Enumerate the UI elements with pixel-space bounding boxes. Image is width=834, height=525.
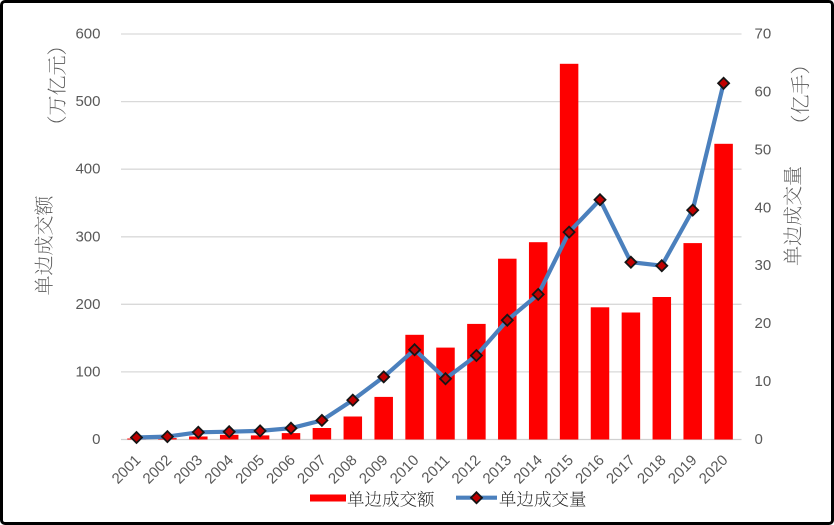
svg-text:20: 20	[755, 315, 772, 332]
svg-text:2015: 2015	[541, 452, 577, 488]
svg-text:40: 40	[755, 199, 772, 216]
svg-text:2001: 2001	[109, 452, 145, 488]
svg-text:2020: 2020	[696, 452, 732, 488]
svg-text:100: 100	[75, 363, 100, 380]
svg-text:200: 200	[75, 296, 100, 313]
svg-text:2012: 2012	[449, 452, 485, 488]
svg-text:500: 500	[75, 93, 100, 110]
svg-text:0: 0	[755, 431, 763, 448]
svg-text:2003: 2003	[171, 452, 207, 488]
svg-text:2013: 2013	[480, 452, 516, 488]
svg-text:2014: 2014	[510, 452, 546, 488]
svg-text:70: 70	[755, 26, 772, 43]
svg-text:600: 600	[75, 26, 100, 43]
svg-text:2011: 2011	[418, 452, 453, 487]
svg-text:2004: 2004	[201, 452, 237, 488]
svg-text:60: 60	[755, 83, 772, 100]
svg-text:2018: 2018	[634, 452, 670, 488]
svg-text:2006: 2006	[263, 452, 299, 488]
svg-text:2017: 2017	[603, 452, 639, 488]
svg-text:30: 30	[755, 257, 772, 274]
svg-text:10: 10	[755, 373, 772, 390]
svg-text:2007: 2007	[294, 452, 330, 488]
svg-text:300: 300	[75, 228, 100, 245]
svg-text:2009: 2009	[356, 452, 392, 488]
svg-text:2010: 2010	[387, 452, 423, 488]
svg-text:400: 400	[75, 161, 100, 178]
svg-text:2016: 2016	[572, 452, 608, 488]
svg-text:2002: 2002	[140, 452, 176, 488]
svg-text:2005: 2005	[232, 452, 268, 488]
svg-text:2019: 2019	[665, 452, 701, 488]
svg-text:2008: 2008	[325, 452, 361, 488]
svg-text:50: 50	[755, 141, 772, 158]
svg-text:0: 0	[92, 431, 100, 448]
